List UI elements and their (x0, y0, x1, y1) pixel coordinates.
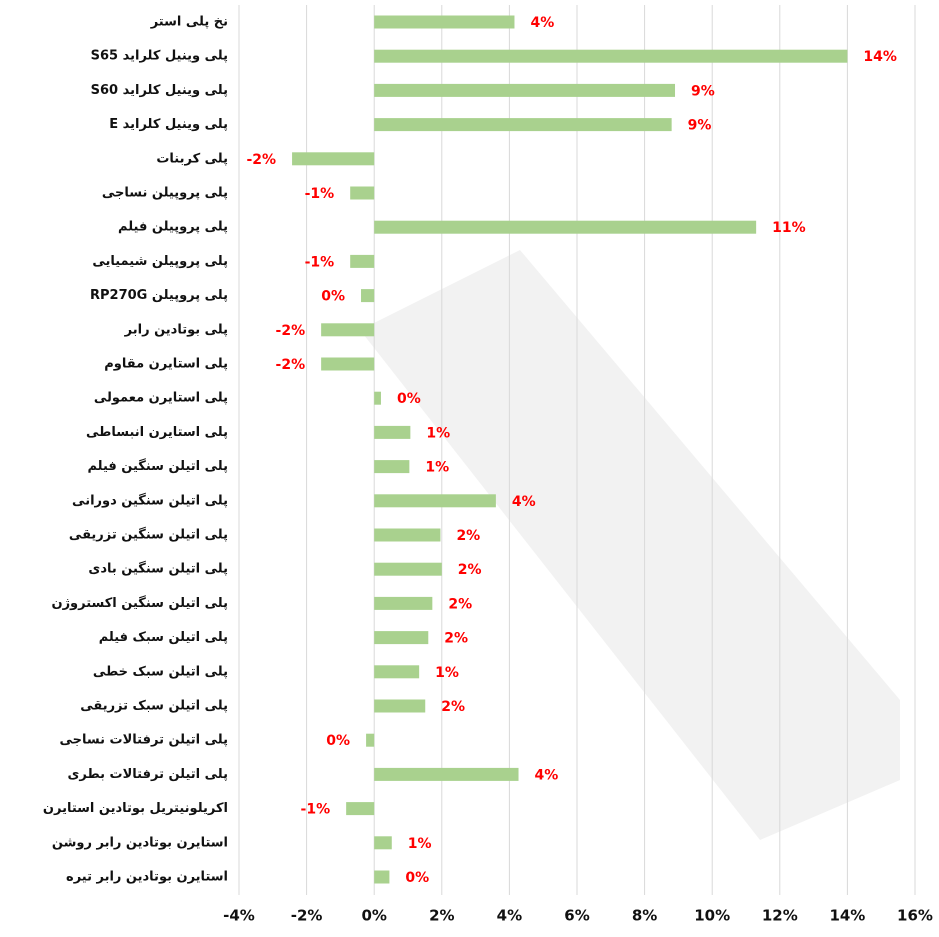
bar (374, 460, 410, 474)
category-label: پلی پروپیلن RP270G (90, 288, 228, 303)
bar (292, 152, 375, 166)
bar (321, 323, 375, 337)
value-label: -1% (305, 254, 335, 270)
category-label: پلی اتیلن سنگین تزریقی (69, 527, 228, 543)
category-label: پلی اتیلن ترفتالات نساجی (60, 733, 229, 748)
category-label: اکریلونیتریل بوتادین استایرن (43, 801, 228, 816)
category-label: پلی اتیلن سنگین بادی (88, 561, 228, 577)
value-label: 1% (408, 836, 432, 852)
x-tick-label: 0% (361, 907, 386, 925)
value-label: -1% (301, 802, 331, 818)
bar (374, 836, 392, 850)
value-label: 9% (688, 118, 712, 134)
bar (361, 289, 375, 303)
bar (374, 494, 496, 508)
value-label: 4% (512, 494, 536, 510)
category-label: پلی استایرن انبساطی (86, 425, 228, 440)
value-label: -2% (276, 323, 306, 339)
bar (374, 767, 519, 781)
value-label: 9% (691, 83, 715, 99)
category-label: پلی پروپیلن نساجی (102, 186, 228, 201)
bar (350, 186, 375, 200)
value-label: 11% (772, 220, 806, 236)
value-label: -1% (305, 186, 335, 202)
category-label: پلی بوتادین رابر (124, 322, 228, 337)
value-label: 2% (456, 528, 480, 544)
x-tick-label: 6% (564, 907, 589, 925)
category-label: پلی اتیلن سبک تزریقی (80, 699, 228, 714)
category-label: پلی اتیلن سنگین فیلم (87, 458, 228, 474)
bar (374, 425, 411, 439)
category-label: استایرن بوتادین رابر روشن (52, 835, 228, 850)
value-label: 0% (405, 870, 429, 886)
value-label: 14% (863, 49, 897, 65)
bar (321, 357, 375, 371)
bar (346, 802, 375, 816)
bar (374, 870, 390, 884)
bar (374, 665, 420, 679)
category-label: استایرن بوتادین رابر تیره (66, 870, 228, 885)
bar (374, 596, 433, 610)
x-tick-label: 2% (429, 907, 454, 925)
category-label: پلی وینیل کلراید S65 (91, 49, 228, 64)
category-label: پلی کربنات (156, 151, 228, 166)
value-label: 4% (530, 15, 554, 31)
bar (374, 631, 429, 645)
bar (374, 118, 672, 132)
bar (374, 15, 515, 29)
value-label: 1% (426, 425, 450, 441)
bar (374, 220, 757, 234)
category-label: پلی اتیلن سنگین دورانی (72, 492, 228, 508)
value-label: -2% (246, 152, 276, 168)
bar (374, 391, 381, 405)
category-label: پلی پروپیلن فیلم (118, 220, 228, 235)
value-label: 0% (326, 733, 350, 749)
category-label: پلی پروپیلن شیمیایی (92, 254, 228, 269)
bar (374, 83, 676, 97)
bar (350, 254, 375, 268)
x-tick-label: 8% (632, 907, 657, 925)
value-label: 0% (321, 289, 345, 305)
x-tick-label: 12% (762, 907, 798, 925)
value-label: 4% (535, 767, 559, 783)
value-label: 2% (441, 699, 465, 715)
x-tick-label: -2% (291, 907, 323, 925)
category-label: پلی استایرن مقاوم (104, 357, 228, 372)
bar (374, 49, 848, 63)
value-label: 2% (448, 596, 472, 612)
category-label: پلی اتیلن سنگین اکستروژن (51, 595, 228, 611)
value-label: -2% (276, 357, 306, 373)
x-tick-label: -4% (223, 907, 255, 925)
category-label: پلی اتیلن ترفتالات بطری (67, 767, 228, 782)
category-label: پلی اتیلن سبک خطی (93, 664, 228, 679)
x-tick-label: 14% (829, 907, 865, 925)
bar (374, 528, 441, 542)
bar (374, 562, 442, 576)
category-label: نخ پلی استر (150, 15, 228, 30)
value-label: 0% (397, 391, 421, 407)
category-label: پلی استایرن معمولی (94, 391, 228, 406)
bar (366, 733, 375, 747)
value-label: 2% (444, 631, 468, 647)
category-label: پلی وینیل کلراید S60 (91, 83, 228, 98)
watermark (360, 250, 900, 840)
value-label: 1% (425, 460, 449, 476)
category-label: پلی وینیل کلراید E (109, 117, 228, 132)
bar (374, 699, 426, 713)
value-label: 1% (435, 665, 459, 681)
x-tick-label: 4% (497, 907, 522, 925)
x-tick-label: 10% (694, 907, 730, 925)
x-tick-label: 16% (897, 907, 933, 925)
value-label: 2% (458, 562, 482, 578)
category-label: پلی اتیلن سبک فیلم (99, 630, 228, 645)
